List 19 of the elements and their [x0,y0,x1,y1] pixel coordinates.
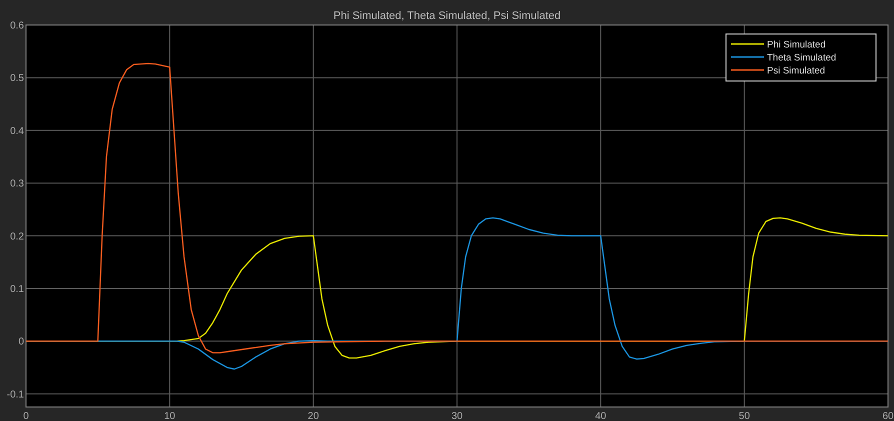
y-tick-label: 0.2 [10,231,24,242]
legend-label: Theta Simulated [767,52,836,64]
x-tick-label: 60 [882,411,894,421]
y-tick-label: 0.1 [10,284,24,295]
y-tick-label: 0.3 [10,178,24,190]
y-tick-label: -0.1 [6,389,24,400]
y-tick-label: 0 [18,336,24,348]
y-tick-label: 0.5 [10,73,24,84]
chart-title: Phi Simulated, Theta Simulated, Psi Simulated [333,10,561,22]
line-series [26,62,888,354]
legend-label: Psi Simulated [767,66,826,76]
x-tick-label: 10 [164,411,176,421]
x-tick-label: 20 [308,411,320,421]
y-tick-label: 0.4 [10,126,24,137]
x-tick-label: 50 [738,411,750,421]
x-tick-label: 30 [451,411,463,421]
y-tick-label: 0.6 [10,20,24,32]
legend-label: Phi Simulated [767,40,826,50]
x-tick-label: 40 [595,411,607,421]
